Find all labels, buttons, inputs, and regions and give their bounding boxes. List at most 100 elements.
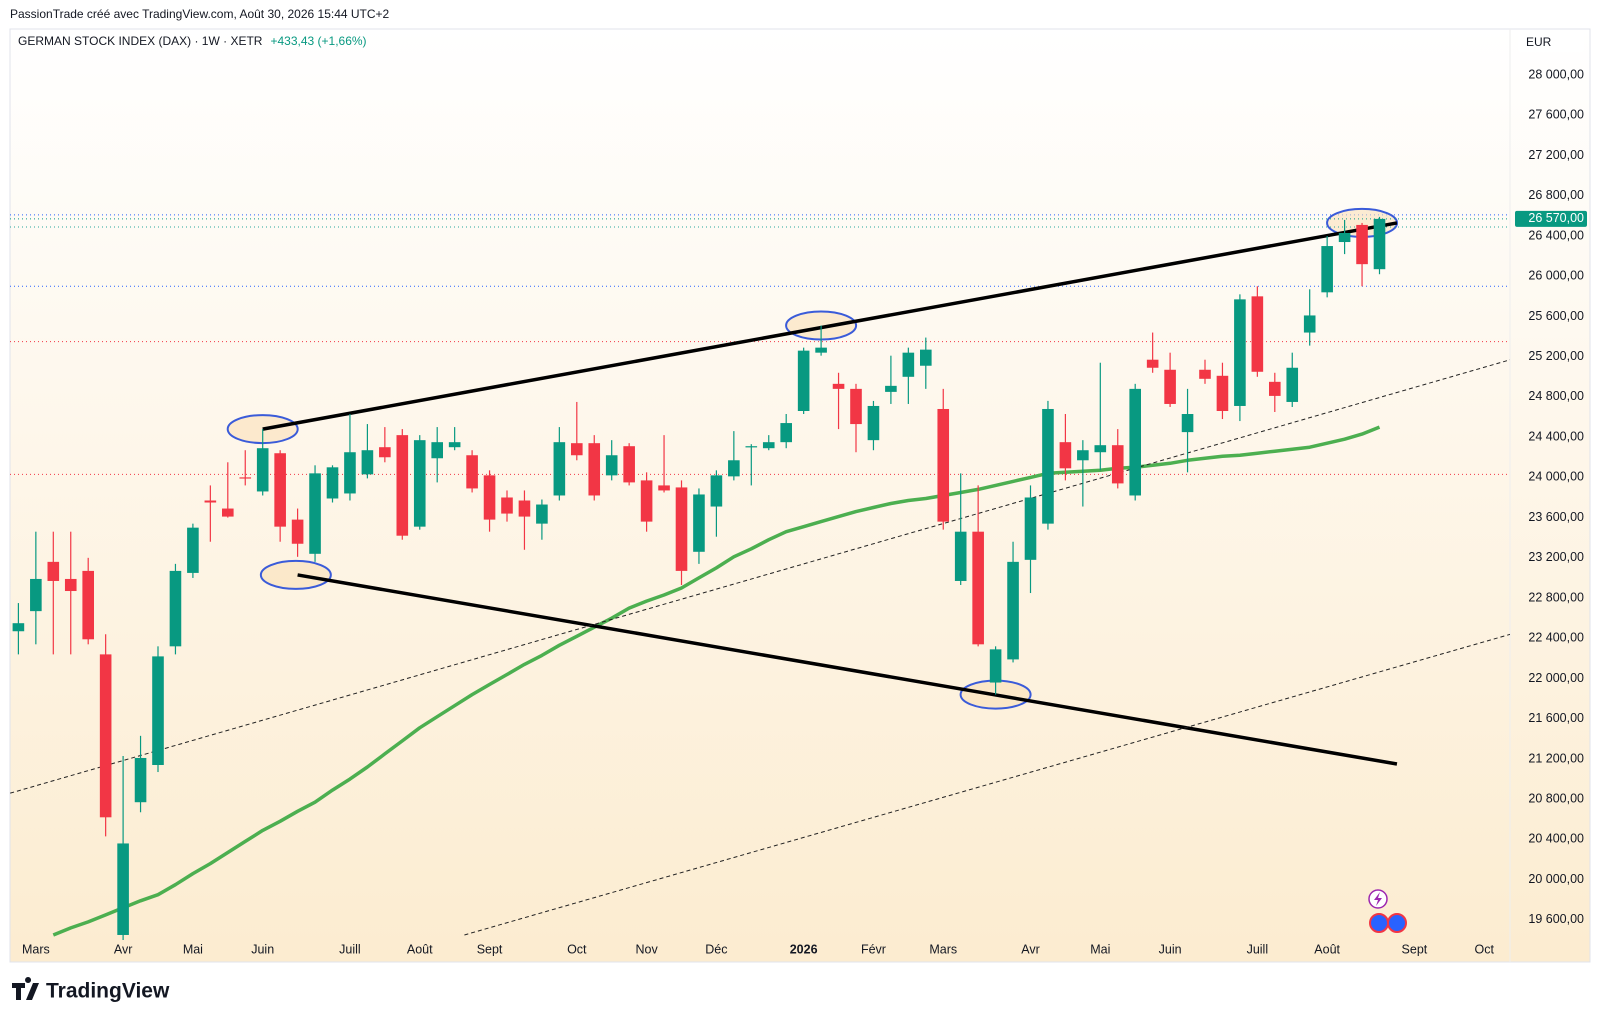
y-tick-label: 22 800,00: [1528, 590, 1584, 604]
candle-body: [82, 570, 94, 640]
y-tick-label: 21 600,00: [1528, 711, 1584, 725]
candle: [379, 427, 391, 463]
candle: [1146, 332, 1159, 373]
highlight-ellipse: [259, 559, 332, 590]
candle: [553, 427, 566, 501]
candle-body: [326, 467, 339, 499]
candle: [867, 400, 880, 451]
event-icon[interactable]: [1369, 913, 1389, 933]
candle: [117, 755, 129, 940]
y-tick-label: 20 400,00: [1528, 832, 1584, 846]
x-tick-label: 2026: [790, 942, 818, 956]
x-tick-label: Juin: [251, 942, 274, 956]
candle-body: [658, 485, 670, 491]
candle-body: [1234, 299, 1246, 406]
candle-body: [902, 352, 915, 377]
candle-body: [1373, 218, 1386, 270]
candle: [47, 531, 60, 655]
candle-body: [187, 527, 199, 573]
candle-body: [780, 423, 792, 443]
x-tick-label: Oct: [567, 942, 587, 956]
candle-body: [64, 578, 77, 592]
candle: [99, 634, 112, 837]
x-tick-label: Avr: [1021, 942, 1040, 956]
last-price-label: 26 570,00: [1528, 211, 1584, 225]
candle-body: [989, 649, 1002, 683]
candle-body: [1269, 381, 1281, 396]
candle-body: [1321, 246, 1333, 293]
event-icon[interactable]: [1387, 913, 1407, 933]
y-tick-label: 24 000,00: [1528, 470, 1584, 484]
candle-body: [291, 519, 304, 544]
chart-panel: [9, 28, 1591, 963]
candle: [1303, 289, 1316, 346]
candle-body: [483, 475, 496, 520]
price-change: +433,43 (+1,66%): [270, 34, 366, 48]
candle-body: [12, 623, 25, 632]
y-tick-label: 26 000,00: [1528, 269, 1584, 283]
candle: [239, 450, 252, 486]
candle-body: [1251, 296, 1264, 372]
candle: [1251, 286, 1264, 377]
candle-body: [1338, 232, 1351, 243]
candle: [1007, 541, 1019, 663]
y-tick-label: 25 600,00: [1528, 309, 1584, 323]
candle-body: [640, 480, 653, 522]
candle: [344, 414, 356, 501]
candle: [902, 347, 915, 404]
candle-body: [169, 570, 182, 647]
x-tick-label: Déc: [705, 942, 727, 956]
candle-body: [344, 452, 356, 494]
logo: TradingView: [12, 977, 170, 1003]
candle-body: [832, 383, 845, 389]
candle-body: [518, 500, 531, 517]
candle-body: [850, 388, 862, 425]
candle-body: [1199, 369, 1211, 379]
candle-body: [797, 350, 810, 411]
currency-box[interactable]: [1518, 32, 1584, 52]
candle-body: [1286, 367, 1299, 402]
currency[interactable]: EUR: [1526, 35, 1552, 49]
candle-body: [1111, 445, 1124, 484]
candle-body: [762, 442, 775, 449]
candle-body: [99, 654, 112, 818]
y-tick-label: 26 400,00: [1528, 228, 1584, 242]
candle: [448, 427, 461, 451]
candle: [1129, 383, 1141, 501]
trendline: [297, 573, 1398, 766]
candle-body: [693, 494, 705, 552]
candle-body: [605, 455, 618, 476]
candle: [187, 523, 199, 578]
candle: [64, 531, 77, 655]
y-tick-label: 26 800,00: [1528, 188, 1584, 202]
x-tick-label: Mai: [183, 942, 203, 956]
y-tick-label: 20 800,00: [1528, 791, 1584, 805]
candle: [30, 531, 42, 645]
candle-body: [361, 450, 374, 475]
candle: [885, 355, 897, 404]
event-icons: [1368, 889, 1407, 933]
candle: [693, 488, 705, 564]
candle: [204, 485, 217, 542]
candle: [920, 337, 932, 389]
candle: [571, 401, 583, 461]
moving-average: [52, 425, 1381, 937]
candle-body: [815, 347, 827, 353]
y-tick-label: 27 600,00: [1528, 108, 1584, 122]
candle: [972, 485, 984, 647]
candle: [466, 450, 478, 493]
candle: [483, 470, 496, 532]
symbol-title: GERMAN STOCK INDEX (DAX) · 1W · XETR: [18, 34, 263, 48]
candle-body: [1216, 375, 1229, 411]
candle-body: [309, 473, 321, 554]
candle: [536, 499, 548, 540]
candle: [605, 440, 618, 481]
x-tick-label: Juill: [339, 942, 361, 956]
candle-body: [204, 500, 217, 503]
y-tick-label: 24 400,00: [1528, 429, 1584, 443]
candle: [1042, 400, 1054, 530]
x-tick-label: Févr: [861, 942, 886, 956]
candle: [82, 557, 94, 645]
candle-body: [222, 508, 234, 517]
candle: [152, 646, 164, 773]
